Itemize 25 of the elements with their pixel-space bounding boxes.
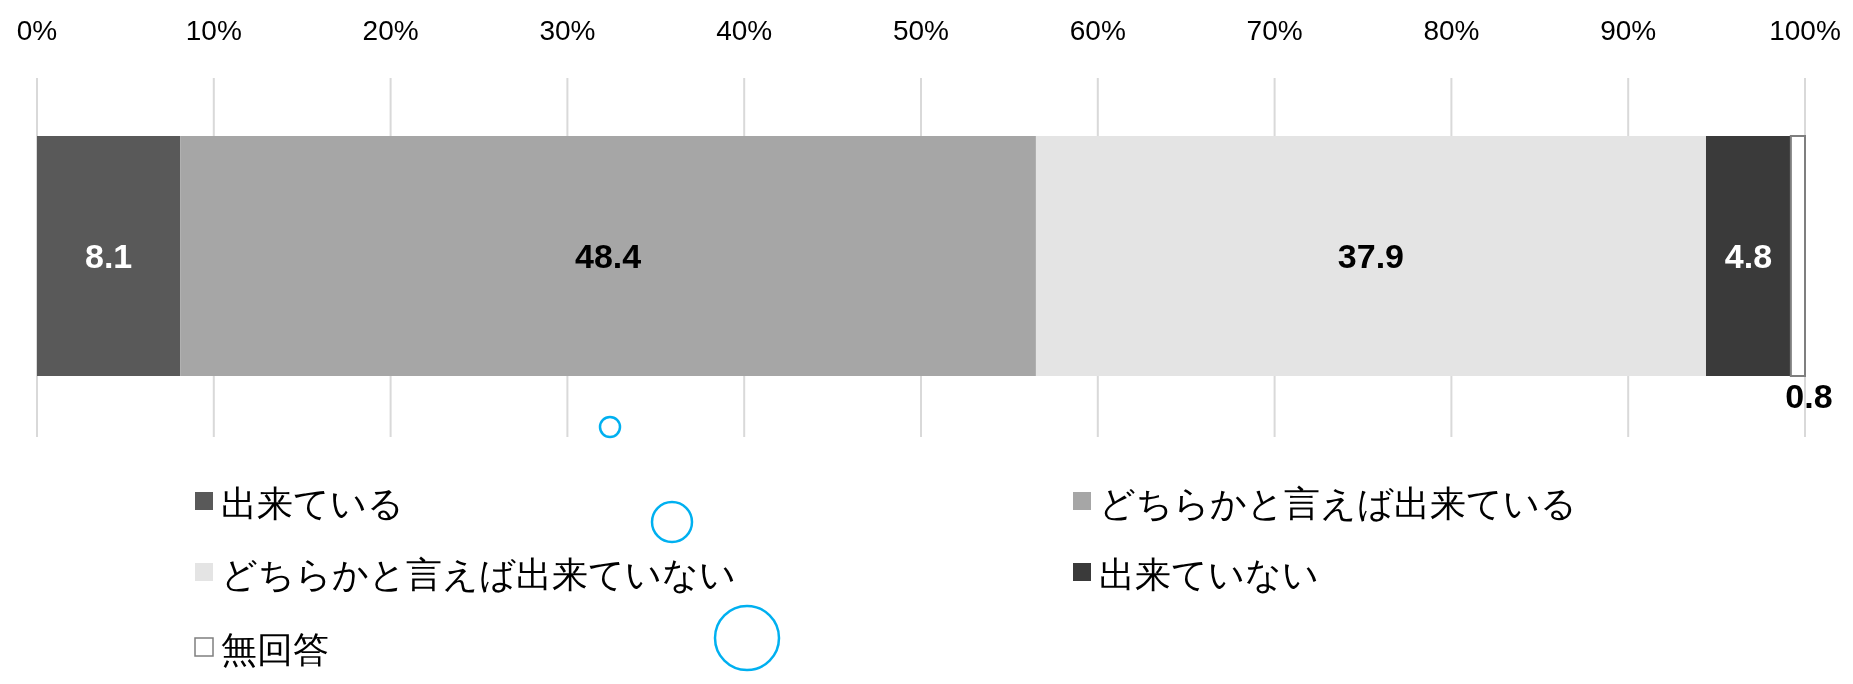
data-label: 8.1 [84, 237, 133, 275]
legend-label: 出来ていない [1099, 554, 1319, 595]
x-tick-label: 80% [1423, 15, 1480, 46]
x-tick-label: 60% [1069, 15, 1126, 46]
x-tick-label: 90% [1600, 15, 1657, 46]
x-tick-label: 50% [892, 15, 950, 46]
x-tick-label: 20% [362, 15, 419, 46]
data-label: 0.8 [1785, 377, 1833, 415]
x-tick-label: 70% [1246, 15, 1303, 46]
bar [180, 136, 1036, 376]
x-tick-label: 0% [16, 15, 58, 46]
x-tick-label: 100% [1769, 15, 1841, 46]
data-label: 48.4 [574, 237, 642, 275]
bar [1789, 135, 1806, 377]
bar [1705, 136, 1791, 376]
x-tick-label: 30% [539, 15, 596, 46]
legend-label: どちらかと言えば出来ている [1099, 483, 1577, 524]
data-label: 37.9 [1337, 237, 1405, 275]
bar [37, 136, 181, 376]
legend-label: 出来ている [221, 483, 404, 524]
legend-label: どちらかと言えば出来ていない [221, 554, 736, 595]
data-label: 4.8 [1724, 237, 1773, 275]
legend-label: 無回答 [221, 629, 329, 670]
x-tick-label: 40% [716, 15, 773, 46]
x-tick-label: 10% [185, 15, 242, 46]
